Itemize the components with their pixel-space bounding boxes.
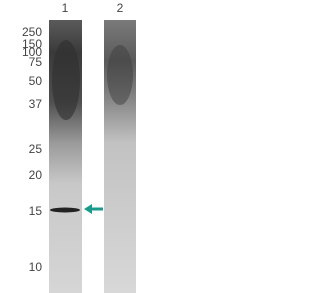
marker-label: 25: [29, 142, 43, 156]
marker-label: 20: [29, 168, 43, 182]
marker-label: 75: [29, 55, 43, 69]
arrow: [84, 204, 103, 214]
marker-label: 150: [22, 37, 42, 51]
lane-label: 1: [62, 1, 69, 15]
marker-label: 250: [22, 25, 42, 39]
lane-label: 2: [117, 1, 124, 15]
lanes-group: [49, 20, 136, 293]
band: [50, 207, 80, 213]
marker-label: 100: [22, 45, 42, 59]
marker-label: 50: [29, 74, 43, 88]
smear: [107, 45, 133, 105]
smear: [52, 40, 80, 120]
marker-label: 10: [29, 260, 43, 274]
marker-label: 15: [29, 204, 43, 218]
marker-label: 37: [29, 97, 43, 111]
